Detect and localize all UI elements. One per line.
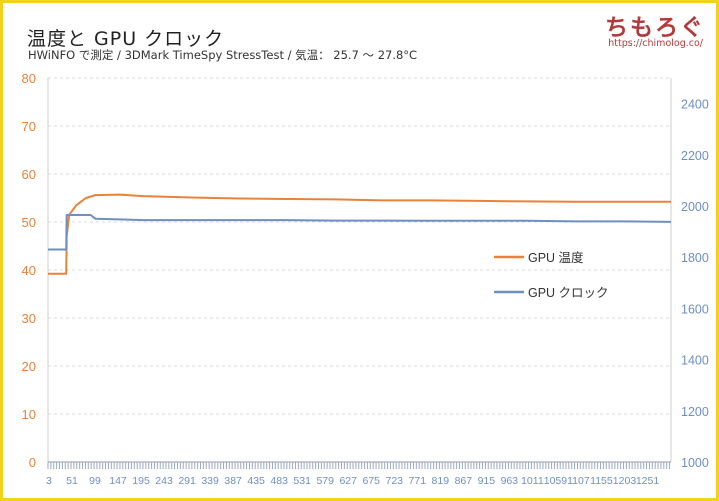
y-right-tick-label: 1600 xyxy=(681,302,709,316)
y-left-tick-label: 30 xyxy=(22,311,36,326)
x-tick-label: 99 xyxy=(89,475,101,487)
x-tick-label: 819 xyxy=(432,475,450,487)
x-tick-label: 867 xyxy=(455,475,473,487)
y-right-tick-label: 2000 xyxy=(681,200,709,214)
x-tick-label: 195 xyxy=(132,475,150,487)
x-tick-label: 483 xyxy=(270,475,288,487)
brand-url: https://chimolog.co/ xyxy=(608,38,703,49)
series-line xyxy=(48,214,672,251)
series-line xyxy=(48,193,671,275)
y-right-tick-label: 1200 xyxy=(681,405,709,419)
legend-label: GPU 温度 xyxy=(528,250,584,265)
legend-label: GPU クロック xyxy=(528,286,609,300)
y-right-tick-label: 2200 xyxy=(681,149,709,163)
x-tick-label: 915 xyxy=(478,475,496,487)
y-right-tick-label: 1400 xyxy=(681,354,709,368)
y-right-tick-label: 2400 xyxy=(681,98,709,112)
x-tick-label: 1107 xyxy=(567,475,590,487)
y-right-tick-label: 1800 xyxy=(681,251,709,265)
x-tick-label: 723 xyxy=(386,475,404,487)
y-left-tick-label: 50 xyxy=(22,215,36,230)
chart-subtitle: HWiNFO で測定 / 3DMark TimeSpy StressTest /… xyxy=(28,48,418,62)
x-tick-label: 627 xyxy=(339,475,357,487)
x-tick-label: 435 xyxy=(247,475,265,487)
y-left-tick-label: 80 xyxy=(22,71,36,86)
x-tick-label: 147 xyxy=(109,475,127,487)
x-tick-label: 771 xyxy=(409,475,427,487)
x-tick-label: 3 xyxy=(46,475,52,487)
x-tick-label: 1203 xyxy=(613,475,637,487)
y-left-tick-label: 70 xyxy=(22,119,36,134)
x-tick-label: 579 xyxy=(316,475,334,487)
x-tick-label: 963 xyxy=(501,475,519,487)
x-tick-label: 675 xyxy=(362,475,380,487)
y-right-tick-label: 1000 xyxy=(681,456,709,470)
x-tick-label: 1011 xyxy=(521,475,544,487)
y-left-tick-label: 20 xyxy=(22,359,36,374)
x-tick-label: 531 xyxy=(293,475,311,487)
y-left-tick-label: 0 xyxy=(29,455,36,470)
x-tick-label: 1251 xyxy=(636,475,660,487)
x-tick-label: 243 xyxy=(155,475,173,487)
brand-logo: ちもろぐ xyxy=(605,15,705,41)
x-tick-label: 1155 xyxy=(590,475,613,487)
x-tick-label: 339 xyxy=(201,475,219,487)
y-left-tick-label: 10 xyxy=(22,407,36,422)
y-left-tick-label: 60 xyxy=(22,167,36,182)
chart-title: 温度と GPU クロック xyxy=(27,28,225,50)
x-tick-label: 387 xyxy=(224,475,242,487)
x-tick-label: 291 xyxy=(178,475,196,487)
y-left-tick-label: 40 xyxy=(22,263,36,278)
x-tick-label: 51 xyxy=(66,475,78,487)
x-tick-label: 1059 xyxy=(544,475,568,487)
